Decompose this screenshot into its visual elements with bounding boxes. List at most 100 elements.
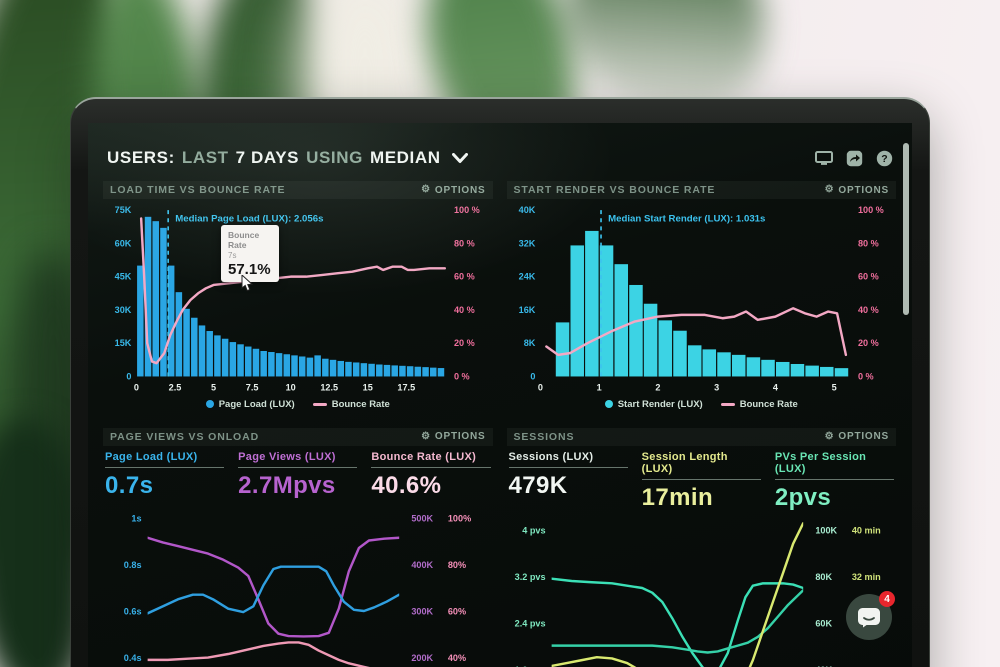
svg-text:32K: 32K: [518, 238, 535, 248]
svg-text:1s: 1s: [131, 513, 141, 523]
panel-header: SESSIONS ⚙ OPTIONS: [506, 427, 896, 446]
svg-text:Median Page Load (LUX): 2.056s: Median Page Load (LUX): 2.056s: [175, 213, 323, 224]
options-button[interactable]: ⚙ OPTIONS: [421, 184, 486, 196]
svg-text:40K: 40K: [815, 665, 832, 667]
svg-text:60 %: 60 %: [454, 272, 475, 282]
svg-text:0: 0: [530, 372, 535, 382]
svg-text:5: 5: [831, 383, 836, 393]
laptop: USERS: LAST 7 DAYS USING MEDIAN: [70, 97, 930, 667]
panel-header: PAGE VIEWS VS ONLOAD ⚙ OPTIONS: [103, 427, 493, 446]
legend-line: [720, 402, 735, 406]
svg-text:40%: 40%: [448, 653, 466, 663]
svg-text:40 %: 40 %: [454, 305, 475, 315]
page-views-chart[interactable]: 1s 0.8s 0.6s 0.4s 500K 100% 400K 80% 300K 60% 200K…: [103, 504, 493, 667]
dashboard-screen: USERS: LAST 7 DAYS USING MEDIAN: [88, 123, 912, 667]
panel-load-time-vs-bounce-rate: LOAD TIME VS BOUNCE RATE ⚙ OPTIONS Median…: [103, 181, 493, 412]
svg-text:75K: 75K: [115, 205, 132, 215]
svg-text:2.5: 2.5: [169, 383, 182, 393]
panel-start-render-vs-bounce-rate: START RENDER VS BOUNCE RATE ⚙ OPTIONS Med…: [506, 181, 897, 412]
svg-text:4 pvs: 4 pvs: [522, 525, 545, 535]
svg-text:0.4s: 0.4s: [124, 653, 142, 663]
chart-legend: Start Render (LUX) Bounce Rate: [507, 397, 897, 412]
header-word: MEDIAN: [369, 148, 441, 167]
metric-label: Page Views (LUX): [238, 451, 358, 468]
notification-badge: 4: [879, 591, 895, 607]
svg-text:32 min: 32 min: [851, 572, 880, 582]
scrollbar-thumb[interactable]: [903, 143, 909, 315]
svg-text:300K: 300K: [411, 606, 433, 616]
svg-text:0: 0: [537, 383, 542, 393]
panel-title: PAGE VIEWS VS ONLOAD: [110, 430, 260, 443]
options-button[interactable]: ⚙ OPTIONS: [421, 430, 486, 443]
svg-text:16K: 16K: [518, 305, 535, 315]
metric-page-load: Page Load (LUX) 0.7s: [105, 451, 225, 500]
options-button[interactable]: ⚙ OPTIONS: [824, 430, 889, 443]
svg-text:15: 15: [363, 383, 373, 393]
svg-text:8K: 8K: [523, 338, 535, 348]
gear-icon: ⚙: [421, 430, 431, 442]
legend-dot: [205, 400, 214, 409]
svg-text:100 %: 100 %: [857, 205, 883, 215]
legend-label: Page Load (LUX): [218, 398, 295, 410]
svg-text:1.6 pvs: 1.6 pvs: [514, 665, 545, 667]
svg-text:60K: 60K: [115, 238, 132, 248]
svg-text:4: 4: [772, 383, 778, 393]
svg-text:20 %: 20 %: [857, 338, 878, 348]
start-render-chart[interactable]: Median Start Render (LUX): 1.031s 40K 32K 2…: [507, 202, 897, 397]
panel-header: LOAD TIME VS BOUNCE RATE ⚙ OPTIONS: [103, 181, 493, 199]
svg-text:45K: 45K: [115, 272, 132, 282]
svg-text:500K: 500K: [411, 513, 433, 523]
metric-row: Page Load (LUX) 0.7s Page Views (LUX) 2.…: [105, 451, 491, 500]
tooltip-value: 57.1%: [228, 261, 271, 278]
help-icon[interactable]: ?: [874, 148, 894, 168]
tooltip-sub: 7s: [228, 251, 237, 260]
svg-text:0: 0: [134, 383, 139, 393]
metric-row: Sessions (LUX) 479K Session Length (LUX)…: [508, 451, 895, 512]
svg-text:100K: 100K: [815, 525, 837, 535]
svg-text:0 %: 0 %: [454, 372, 470, 382]
options-button[interactable]: ⚙ OPTIONS: [824, 184, 889, 196]
panel-title: SESSIONS: [513, 430, 575, 443]
svg-text:2: 2: [655, 383, 660, 393]
metric-value: 0.7s: [105, 471, 154, 499]
svg-text:40K: 40K: [518, 205, 535, 215]
metric-value: 17min: [641, 483, 714, 511]
tooltip: Bounce Rate 7s 57.1%: [221, 225, 279, 282]
svg-text:2.4 pvs: 2.4 pvs: [514, 618, 545, 628]
header-word: USERS:: [107, 148, 175, 167]
chat-button[interactable]: 4: [846, 591, 895, 640]
load-time-chart[interactable]: Median Page Load (LUX): 2.056s 75K 60K 45K 3…: [103, 202, 493, 397]
svg-text:10: 10: [286, 383, 296, 393]
metric-page-views: Page Views (LUX) 2.7Mpvs: [238, 451, 358, 500]
display-icon[interactable]: [814, 148, 834, 168]
svg-text:Median Start Render (LUX): 1.0: Median Start Render (LUX): 1.031s: [608, 213, 765, 224]
metric-label: PVs Per Session (LUX): [774, 451, 895, 480]
svg-text:80 %: 80 %: [857, 238, 878, 248]
svg-text:17.5: 17.5: [397, 383, 415, 393]
metric-label: Page Load (LUX): [105, 451, 225, 468]
cursor-icon: [241, 275, 254, 292]
metric-label: Session Length (LUX): [641, 451, 761, 480]
svg-text:0: 0: [126, 372, 131, 382]
svg-text:40 min: 40 min: [851, 525, 880, 535]
metric-session-length: Session Length (LUX) 17min: [641, 451, 761, 512]
chevron-down-icon: [451, 152, 468, 163]
users-range-dropdown[interactable]: USERS: LAST 7 DAYS USING MEDIAN: [107, 148, 468, 168]
sessions-chart[interactable]: 4 pvs 3.2 pvs 2.4 pvs 1.6 pvs 100K 40 min 80K 3…: [507, 516, 897, 667]
svg-text:7.5: 7.5: [246, 383, 259, 393]
svg-text:100%: 100%: [448, 513, 471, 523]
svg-text:3.2 pvs: 3.2 pvs: [514, 572, 545, 582]
metric-pvs-per-session: PVs Per Session (LUX) 2pvs: [774, 451, 895, 512]
svg-text:0.6s: 0.6s: [124, 606, 142, 616]
legend-dot: [604, 400, 613, 409]
legend-label: Bounce Rate: [331, 398, 390, 410]
metric-value: 2pvs: [774, 483, 832, 511]
svg-text:1: 1: [596, 383, 601, 393]
chart-legend: Page Load (LUX) Bounce Rate: [103, 397, 493, 412]
svg-text:12.5: 12.5: [320, 383, 338, 393]
svg-text:0.8s: 0.8s: [124, 560, 142, 570]
share-icon[interactable]: [844, 148, 864, 168]
svg-text:200K: 200K: [411, 653, 433, 663]
svg-text:400K: 400K: [411, 560, 433, 570]
svg-text:40 %: 40 %: [857, 305, 878, 315]
